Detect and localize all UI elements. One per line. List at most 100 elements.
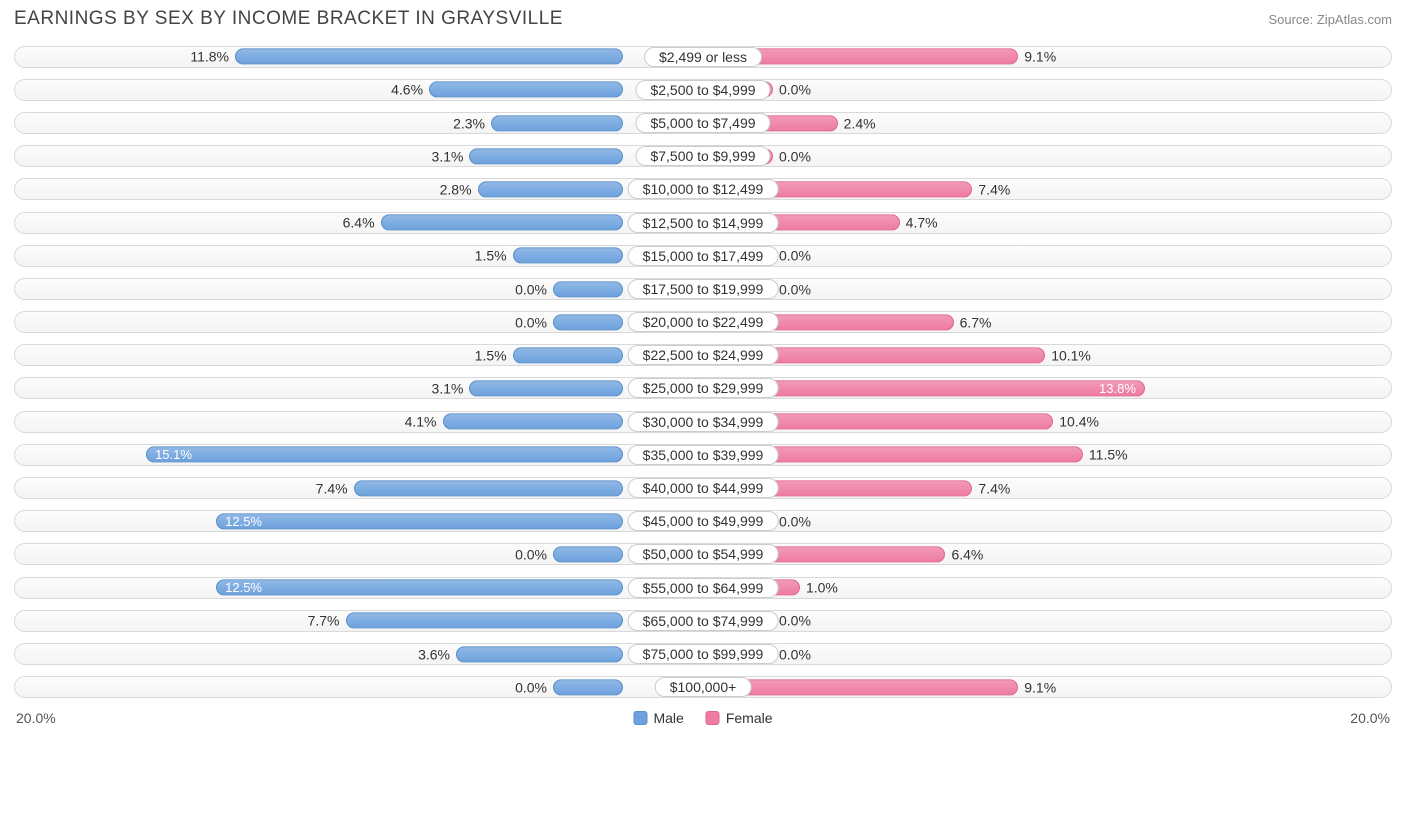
chart-row: 2.8%7.4%$10,000 to $12,499 xyxy=(14,173,1392,206)
male-bar xyxy=(469,380,623,396)
female-pct-label: 6.7% xyxy=(960,314,992,330)
male-bar xyxy=(553,281,623,297)
male-half: 7.7% xyxy=(14,604,703,637)
female-pct-label: 13.8% xyxy=(1099,381,1136,396)
category-label: $12,500 to $14,999 xyxy=(628,213,779,233)
male-bar xyxy=(354,480,623,496)
chart-source: Source: ZipAtlas.com xyxy=(1268,12,1392,27)
male-half: 0.0% xyxy=(14,272,703,305)
legend-label-female: Female xyxy=(726,710,773,726)
male-bar xyxy=(478,181,623,197)
female-pct-label: 9.1% xyxy=(1024,679,1056,695)
category-label: $25,000 to $29,999 xyxy=(628,378,779,398)
chart-row: 1.5%0.0%$15,000 to $17,499 xyxy=(14,239,1392,272)
male-half: 3.6% xyxy=(14,637,703,670)
male-pct-label: 0.0% xyxy=(515,679,547,695)
female-pct-label: 4.7% xyxy=(906,215,938,231)
chart-row: 11.8%9.1%$2,499 or less xyxy=(14,40,1392,73)
chart-row: 7.4%7.4%$40,000 to $44,999 xyxy=(14,471,1392,504)
chart-row: 0.0%6.4%$50,000 to $54,999 xyxy=(14,538,1392,571)
male-pct-label: 1.5% xyxy=(475,248,507,264)
male-bar xyxy=(553,679,623,695)
male-half: 15.1% xyxy=(14,438,703,471)
chart-row: 4.6% 0.0% $2,500 to $4,999 xyxy=(14,73,1392,106)
male-half: 1.5% xyxy=(14,339,703,372)
chart-row: 0.0%0.0%$17,500 to $19,999 xyxy=(14,272,1392,305)
male-bar xyxy=(346,613,624,629)
chart-row: 0.0% 9.1% $100,000+ xyxy=(14,671,1392,704)
male-half: 11.8% xyxy=(14,40,703,73)
category-label: $10,000 to $12,499 xyxy=(628,179,779,199)
category-label: $2,500 to $4,999 xyxy=(635,80,770,100)
male-half: 0.0% xyxy=(14,538,703,571)
male-pct-label: 6.4% xyxy=(343,215,375,231)
male-pct-label: 15.1% xyxy=(155,447,192,462)
male-bar xyxy=(513,347,623,363)
male-half: 3.1% xyxy=(14,140,703,173)
male-half: 3.1% xyxy=(14,372,703,405)
male-bar: 15.1% xyxy=(146,447,623,463)
female-pct-label: 6.4% xyxy=(951,546,983,562)
male-half: 0.0% xyxy=(14,671,703,704)
male-pct-label: 1.5% xyxy=(475,347,507,363)
male-bar xyxy=(381,215,623,231)
legend-label-male: Male xyxy=(653,710,683,726)
chart-row: 6.4% 4.7% $12,500 to $14,999 xyxy=(14,206,1392,239)
category-label: $7,500 to $9,999 xyxy=(635,146,770,166)
axis-label-right: 20.0% xyxy=(1350,710,1390,726)
category-label: $22,500 to $24,999 xyxy=(628,345,779,365)
male-bar xyxy=(553,314,623,330)
axis-label-left: 20.0% xyxy=(16,710,56,726)
chart-row: 12.5%0.0%$45,000 to $49,999 xyxy=(14,505,1392,538)
male-pct-label: 3.6% xyxy=(418,646,450,662)
chart-header: EARNINGS BY SEX BY INCOME BRACKET IN GRA… xyxy=(14,8,1392,30)
category-label: $20,000 to $22,499 xyxy=(628,312,779,332)
female-pct-label: 0.0% xyxy=(779,281,811,297)
male-bar xyxy=(456,646,623,662)
category-label: $45,000 to $49,999 xyxy=(628,511,779,531)
chart-row: 3.1% 13.8% $25,000 to $29,999 xyxy=(14,372,1392,405)
male-pct-label: 4.6% xyxy=(391,82,423,98)
male-bar: 12.5% xyxy=(216,580,623,596)
male-pct-label: 0.0% xyxy=(515,546,547,562)
female-pct-label: 7.4% xyxy=(978,480,1010,496)
chart-footer: 20.0% Male Female 20.0% xyxy=(14,710,1392,734)
male-pct-label: 12.5% xyxy=(225,580,262,595)
male-bar xyxy=(235,49,623,65)
legend-item-male: Male xyxy=(633,710,683,726)
swatch-female xyxy=(706,711,720,725)
male-bar xyxy=(443,414,623,430)
female-pct-label: 11.5% xyxy=(1089,447,1128,463)
diverging-bar-chart: 11.8%9.1%$2,499 or less 4.6% 0.0% $2,500 to… xyxy=(14,40,1392,704)
chart-row: 0.0%6.7%$20,000 to $22,499 xyxy=(14,306,1392,339)
chart-title: EARNINGS BY SEX BY INCOME BRACKET IN GRA… xyxy=(14,8,563,30)
male-pct-label: 4.1% xyxy=(405,414,437,430)
chart-row: 3.6%0.0%$75,000 to $99,999 xyxy=(14,637,1392,670)
male-half: 4.1% xyxy=(14,405,703,438)
male-pct-label: 0.0% xyxy=(515,281,547,297)
male-half: 12.5% xyxy=(14,505,703,538)
male-pct-label: 3.1% xyxy=(432,380,464,396)
category-label: $100,000+ xyxy=(655,677,752,697)
male-bar xyxy=(491,115,623,131)
female-pct-label: 0.0% xyxy=(779,613,811,629)
male-pct-label: 11.8% xyxy=(190,49,229,65)
male-bar xyxy=(513,248,623,264)
category-label: $65,000 to $74,999 xyxy=(628,611,779,631)
male-pct-label: 2.3% xyxy=(453,115,485,131)
female-pct-label: 0.0% xyxy=(779,646,811,662)
female-pct-label: 10.4% xyxy=(1059,414,1099,430)
female-pct-label: 0.0% xyxy=(779,248,811,264)
male-bar: 12.5% xyxy=(216,513,623,529)
male-half: 6.4% xyxy=(14,206,703,239)
male-half: 2.3% xyxy=(14,106,703,139)
female-pct-label: 0.0% xyxy=(779,82,811,98)
category-label: $30,000 to $34,999 xyxy=(628,412,779,432)
male-pct-label: 2.8% xyxy=(440,181,472,197)
female-pct-label: 1.0% xyxy=(806,580,838,596)
legend-item-female: Female xyxy=(706,710,773,726)
male-half: 1.5% xyxy=(14,239,703,272)
male-pct-label: 12.5% xyxy=(225,514,262,529)
category-label: $17,500 to $19,999 xyxy=(628,279,779,299)
male-bar xyxy=(553,546,623,562)
